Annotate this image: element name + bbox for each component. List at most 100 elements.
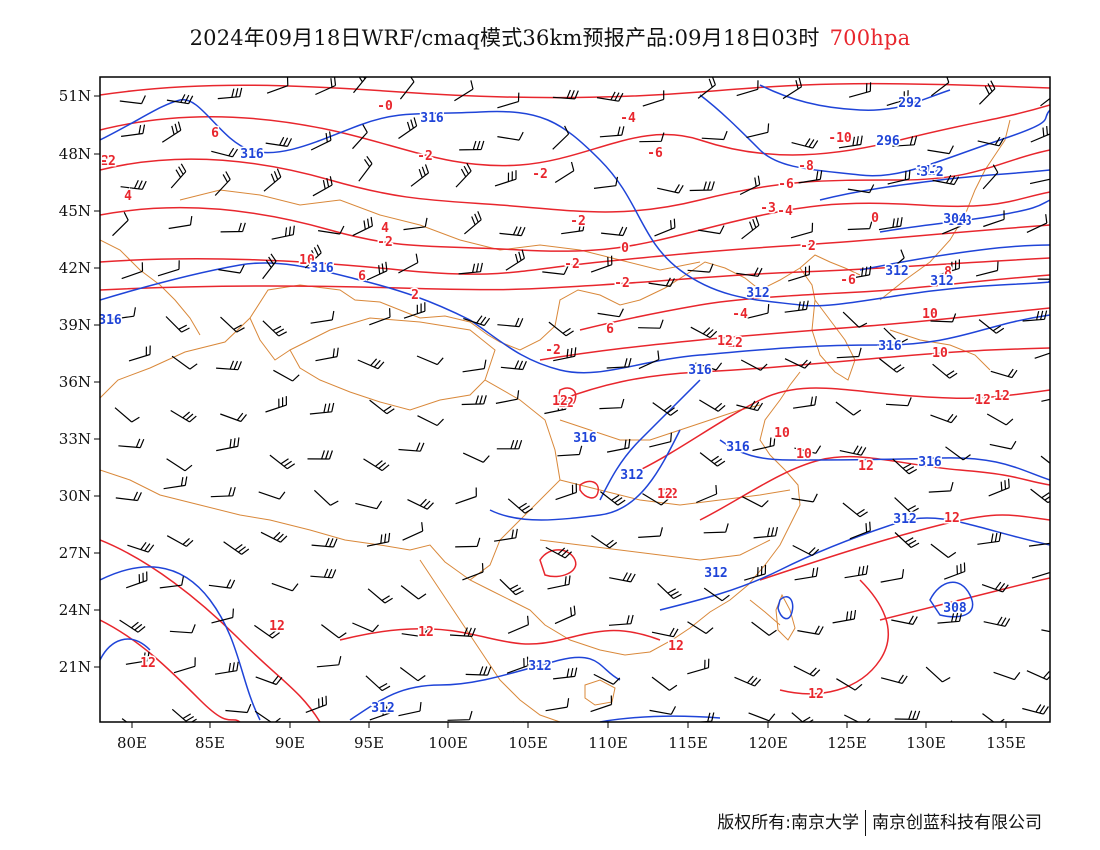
temp-contour-line	[699, 455, 1050, 521]
lon-tick-label: 105E	[508, 734, 548, 752]
wind-barb	[977, 136, 1005, 147]
wind-barb	[163, 476, 188, 490]
wind-barb	[836, 347, 862, 359]
wind-barb	[639, 132, 665, 143]
wind-barb	[271, 225, 295, 240]
wind-barb	[367, 588, 393, 604]
wind-barb	[593, 673, 621, 685]
wind-barb	[1030, 124, 1050, 143]
title-level: 700hpa	[829, 26, 911, 50]
lat-tick-label: 42N	[59, 259, 91, 277]
wind-barb	[878, 217, 903, 231]
wind-barb	[554, 161, 575, 184]
wind-barb	[649, 432, 672, 448]
wind-barb	[157, 260, 180, 277]
temp-contour-line	[100, 539, 321, 722]
wind-barb	[981, 581, 1009, 593]
wind-barb	[593, 176, 619, 189]
wind-barb	[265, 136, 293, 147]
wind-barb	[552, 125, 570, 150]
sichuan-outline	[469, 379, 561, 581]
wind-barb	[121, 718, 128, 722]
wind-barb	[928, 481, 954, 493]
height-contour-line	[100, 566, 261, 721]
wind-barb	[211, 608, 234, 624]
wind-barb	[115, 491, 142, 502]
temperature-label: 12	[269, 619, 285, 634]
geopotential-label: 292	[898, 96, 921, 111]
lon-tick-label: 135E	[986, 734, 1026, 752]
wind-barb	[416, 355, 444, 366]
wind-barb	[321, 624, 347, 639]
wind-barb	[606, 438, 631, 453]
wind-barb	[892, 458, 917, 475]
temperature-label: -2	[614, 276, 630, 291]
wind-barb	[932, 363, 958, 379]
wind-barb	[269, 454, 296, 470]
temp-contour-line	[100, 191, 1050, 252]
wind-barb	[736, 400, 764, 412]
wind-barb	[703, 523, 729, 534]
wind-barb	[254, 624, 280, 639]
wind-barb	[401, 627, 429, 638]
temperature-label: -0	[377, 99, 393, 114]
wind-barb	[126, 571, 148, 589]
wind-barb	[506, 656, 529, 674]
wind-barb	[1022, 704, 1049, 715]
wind-barb	[366, 261, 388, 281]
wind-barb	[410, 164, 430, 187]
height-contour-line	[100, 638, 151, 661]
temp-contour-line	[759, 514, 1050, 581]
wind-barb	[216, 437, 240, 452]
wind-barb	[1026, 214, 1048, 233]
wind-barb	[887, 169, 911, 185]
wind-barb	[975, 261, 999, 277]
wind-barb	[842, 311, 868, 328]
wind-barb	[353, 77, 368, 94]
wind-barb	[262, 320, 287, 337]
mongolia-outline	[179, 189, 701, 271]
wind-barb	[455, 162, 472, 188]
wind-barb	[652, 402, 679, 416]
temp-contour-line	[557, 387, 577, 407]
wind-barb	[210, 486, 236, 498]
wind-barb	[986, 413, 1014, 426]
longitude-axis: 80E 85E 90E 95E 100E 105E 110E 115E 120E 125E 130E…	[117, 722, 1026, 752]
temperature-label: 12	[418, 625, 434, 640]
wind-barb	[118, 438, 145, 449]
title-main: 2024年09月18日WRF/cmaq模式36km预报产品:09月18日03时	[189, 26, 820, 50]
temperature-label: -4	[777, 204, 793, 219]
wind-barb	[407, 498, 434, 510]
china-border-line	[100, 254, 861, 399]
wind-barb	[369, 399, 395, 415]
wind-barb	[311, 537, 338, 548]
wind-barb	[315, 347, 339, 362]
wind-barb	[847, 184, 875, 194]
geopotential-label: 316	[310, 261, 334, 276]
temperature-label: 12	[727, 336, 743, 351]
coast-detail-outline	[749, 599, 781, 626]
temperature-label: 10	[299, 253, 315, 268]
wind-barb	[120, 179, 147, 190]
wind-barb	[784, 300, 809, 313]
temperature-label: 12	[140, 656, 156, 671]
wind-barb	[313, 489, 339, 506]
height-contour-line	[100, 99, 1050, 307]
wind-barb	[930, 313, 957, 323]
wind-barb	[788, 265, 810, 282]
height-contour-line	[719, 439, 1050, 481]
wind-barb	[265, 396, 287, 413]
wind-barb	[357, 358, 385, 370]
wind-barb	[596, 91, 624, 102]
temperature-label: 10	[774, 426, 790, 441]
wind-barb	[886, 90, 909, 106]
geopotential-label: 316	[240, 147, 264, 162]
wind-barb	[590, 695, 613, 713]
wind-barb	[847, 219, 873, 231]
wind-barb	[499, 578, 524, 596]
wind-barb	[894, 497, 919, 514]
temperature-label: -2	[564, 257, 580, 272]
wind-barb	[125, 651, 150, 665]
wind-barb	[369, 308, 391, 326]
